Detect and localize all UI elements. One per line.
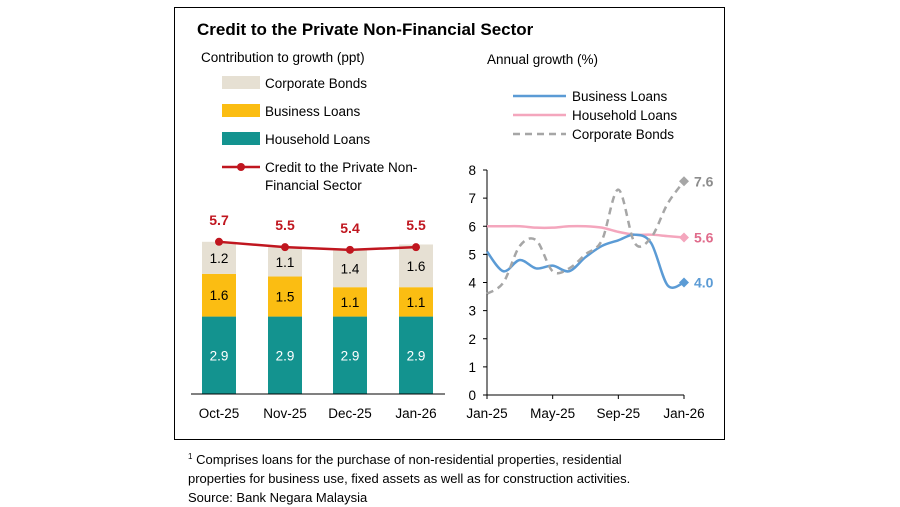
- bar-household-loans-nov-25: [268, 316, 302, 394]
- legend-label-credit-to-the-private-non-financial-sector: Credit to the Private Non-: [265, 160, 417, 175]
- credit-value-label-oct-25: 5.7: [209, 212, 229, 228]
- x-tick-label-nov-25: Nov-25: [263, 406, 307, 421]
- bar-business-loans-nov-25: [268, 276, 302, 317]
- legend-label-business-loans: Business Loans: [265, 104, 361, 119]
- end-marker-household-loans: [679, 232, 689, 243]
- legend-swatch-corporate-bonds: [222, 76, 260, 89]
- footnote-line-2: properties for business use, fixed asset…: [188, 471, 631, 486]
- bar-household-loans-dec-25: [333, 316, 367, 394]
- credit-line: [218, 240, 417, 252]
- legend-label-corporate-bonds: Corporate Bonds: [265, 76, 367, 91]
- chart-title: Credit to the Private Non-Financial Sect…: [197, 20, 534, 39]
- x-tick-label-oct-25: Oct-25: [199, 406, 240, 421]
- end-marker-business-loans: [679, 277, 689, 288]
- end-marker-corporate-bonds: [679, 176, 689, 187]
- right-panel-subtitle: Annual growth (%): [487, 52, 599, 67]
- bar-corporate-bonds-dec-25: [333, 249, 367, 288]
- series-line-household-loans: [487, 224, 685, 239]
- y-tick-label-0: 0: [468, 388, 476, 403]
- footnote-line-1: 1 Comprises loans for the purchase of no…: [188, 452, 622, 467]
- legend-label-credit-to-the-private-non-financial-sector-cont: Financial Sector: [265, 178, 362, 193]
- bar-label-business-loans-nov-25: 1.5: [276, 290, 295, 305]
- y-tick-label-8: 8: [468, 163, 476, 178]
- bar-label-household-loans-jan-26: 2.9: [407, 348, 426, 363]
- legend-label-right-corporate-bonds: Corporate Bonds: [572, 127, 674, 142]
- x-tick-label-jan-26: Jan-26: [395, 406, 436, 421]
- series-line-corporate-bonds: [486, 180, 686, 295]
- x-tick-label-right-may-25: May-25: [530, 406, 575, 421]
- bar-label-corporate-bonds-jan-26: 1.6: [407, 259, 426, 274]
- y-tick-label-1: 1: [468, 360, 476, 375]
- legend-marker-credit-to-the-private-non-financial-sector: [237, 163, 245, 171]
- bar-label-business-loans-oct-25: 1.6: [210, 288, 229, 303]
- y-tick-label-6: 6: [468, 219, 476, 234]
- legend-label-right-business-loans: Business Loans: [572, 89, 668, 104]
- legend-label-right-household-loans: Household Loans: [572, 108, 677, 123]
- legend-label-household-loans: Household Loans: [265, 132, 370, 147]
- end-label-business-loans: 4.0: [694, 275, 714, 291]
- y-tick-label-2: 2: [468, 332, 476, 347]
- credit-marker-oct-25: [215, 237, 223, 246]
- y-tick-label-5: 5: [468, 247, 476, 262]
- y-tick-label-7: 7: [468, 191, 476, 206]
- y-tick-label-3: 3: [468, 304, 476, 319]
- bar-label-corporate-bonds-oct-25: 1.2: [210, 251, 229, 266]
- x-tick-label-right-sep-25: Sep-25: [597, 406, 641, 421]
- credit-marker-jan-26: [412, 243, 420, 252]
- credit-value-label-dec-25: 5.4: [340, 220, 360, 236]
- bar-corporate-bonds-nov-25: [268, 247, 302, 277]
- footnote-source: Source: Bank Negara Malaysia: [188, 490, 368, 505]
- footnote: 1 Comprises loans for the purchase of no…: [188, 447, 630, 507]
- bar-label-corporate-bonds-dec-25: 1.4: [341, 262, 360, 277]
- legend-swatch-household-loans: [222, 132, 260, 145]
- series-line-business-loans: [485, 233, 685, 289]
- bar-business-loans-jan-26: [399, 287, 433, 317]
- credit-value-label-jan-26: 5.5: [406, 217, 426, 233]
- y-tick-label-4: 4: [468, 276, 476, 291]
- credit-marker-dec-25: [346, 245, 354, 254]
- x-tick-label-dec-25: Dec-25: [328, 406, 372, 421]
- chart-frame: [174, 7, 725, 440]
- bar-household-loans-jan-26: [399, 316, 433, 394]
- left-panel-subtitle: Contribution to growth (ppt): [201, 50, 365, 65]
- footnote-marker: 1: [188, 452, 193, 461]
- bar-label-corporate-bonds-nov-25: 1.1: [276, 255, 295, 270]
- bar-corporate-bonds-jan-26: [399, 244, 433, 288]
- bar-label-household-loans-nov-25: 2.9: [276, 348, 295, 363]
- bar-label-business-loans-dec-25: 1.1: [341, 295, 360, 310]
- bar-household-loans-oct-25: [202, 316, 236, 394]
- credit-value-label-nov-25: 5.5: [275, 217, 295, 233]
- end-label-corporate-bonds: 7.6: [694, 173, 714, 189]
- credit-marker-nov-25: [281, 243, 289, 252]
- x-tick-label-right-jan-26: Jan-26: [663, 406, 704, 421]
- bar-corporate-bonds-oct-25: [202, 241, 236, 274]
- x-tick-label-right-jan-25: Jan-25: [466, 406, 507, 421]
- bar-business-loans-dec-25: [333, 287, 367, 317]
- legend-swatch-business-loans: [222, 104, 260, 117]
- bar-business-loans-oct-25: [202, 273, 236, 317]
- bar-label-business-loans-jan-26: 1.1: [407, 295, 426, 310]
- bar-label-household-loans-dec-25: 2.9: [341, 348, 360, 363]
- end-label-household-loans: 5.6: [694, 230, 714, 246]
- bar-label-household-loans-oct-25: 2.9: [210, 348, 229, 363]
